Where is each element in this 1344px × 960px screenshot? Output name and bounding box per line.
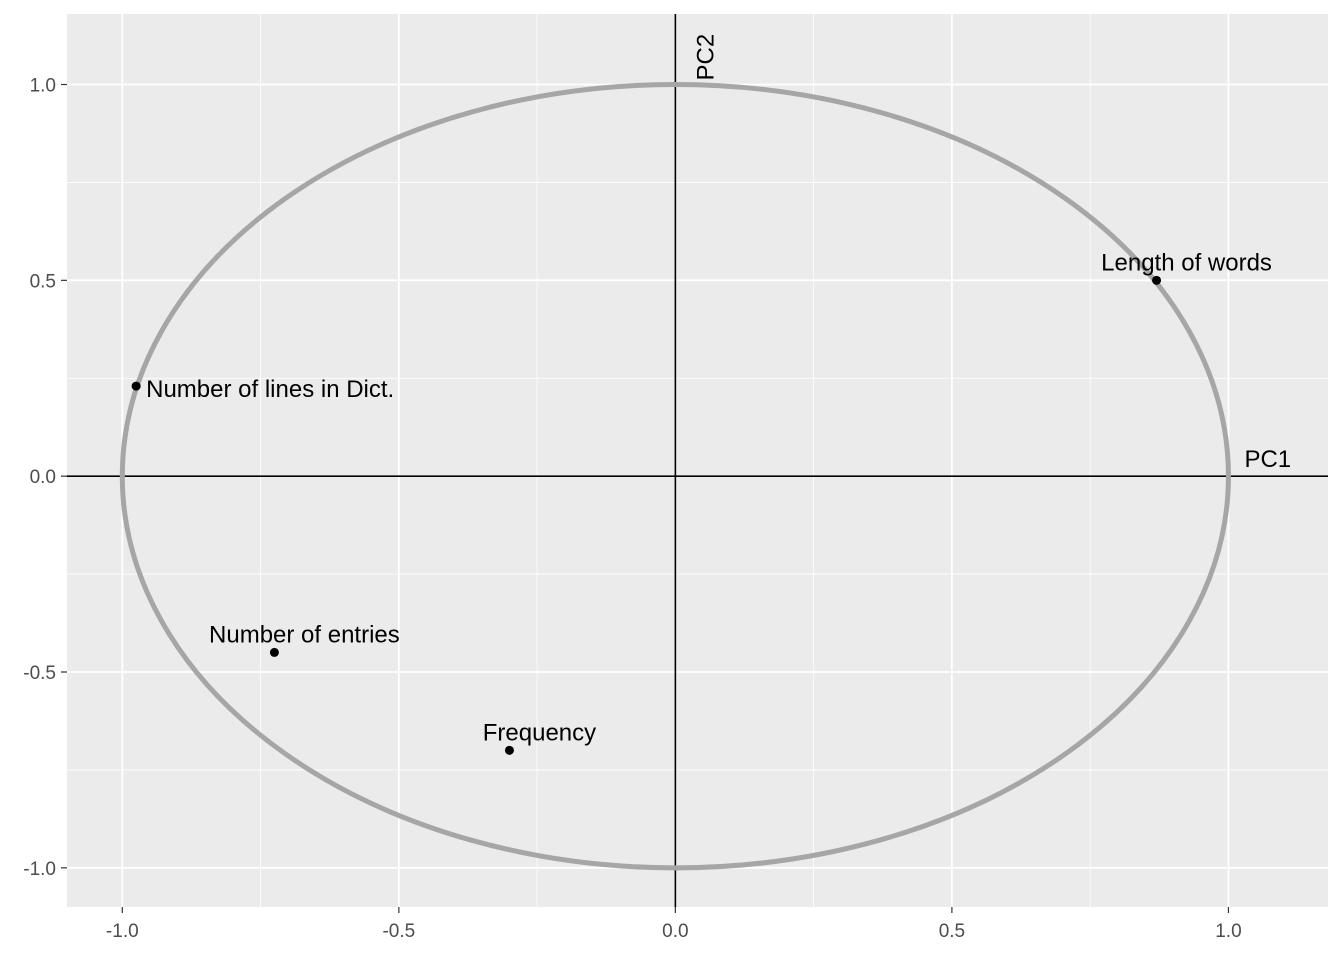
tick-layer: -1.0 -0.5 0.0 0.5 1.0 -1.0 -0.5 0.0 0.5 1.0 — [23, 76, 1241, 943]
pc2-axis-label: PC2 — [692, 34, 719, 81]
y-tick-label: -0.5 — [23, 663, 56, 684]
point-label: Length of words — [1101, 249, 1272, 276]
data-point — [504, 745, 514, 755]
minor-gridlines — [67, 14, 1328, 907]
x-tick-label: -0.5 — [382, 921, 415, 942]
unit-circle — [119, 82, 1231, 871]
data-point — [1152, 275, 1162, 285]
x-tick-label: 0.5 — [939, 921, 965, 942]
unit-circle-layer — [119, 82, 1231, 871]
pc1-axis-label: PC1 — [1244, 446, 1291, 473]
data-point — [131, 381, 141, 391]
reference-axes: PC1 PC2 — [67, 14, 1328, 907]
points-layer: Length of words Number of lines in Dict. N… — [131, 249, 1272, 755]
point-label: Number of entries — [209, 621, 400, 648]
x-tick-label: 1.0 — [1215, 921, 1241, 942]
x-tick-label: 0.0 — [662, 921, 688, 942]
plot-panel — [67, 14, 1328, 907]
y-tick-label: 0.5 — [30, 271, 56, 292]
y-tick-label: 0.0 — [30, 467, 56, 488]
data-point — [269, 647, 279, 657]
point-label: Number of lines in Dict. — [146, 376, 394, 403]
x-tick-label: -1.0 — [106, 921, 139, 942]
y-tick-label: 1.0 — [30, 76, 56, 97]
point-label: Frequency — [483, 719, 596, 746]
y-tick-label: -1.0 — [23, 859, 56, 880]
